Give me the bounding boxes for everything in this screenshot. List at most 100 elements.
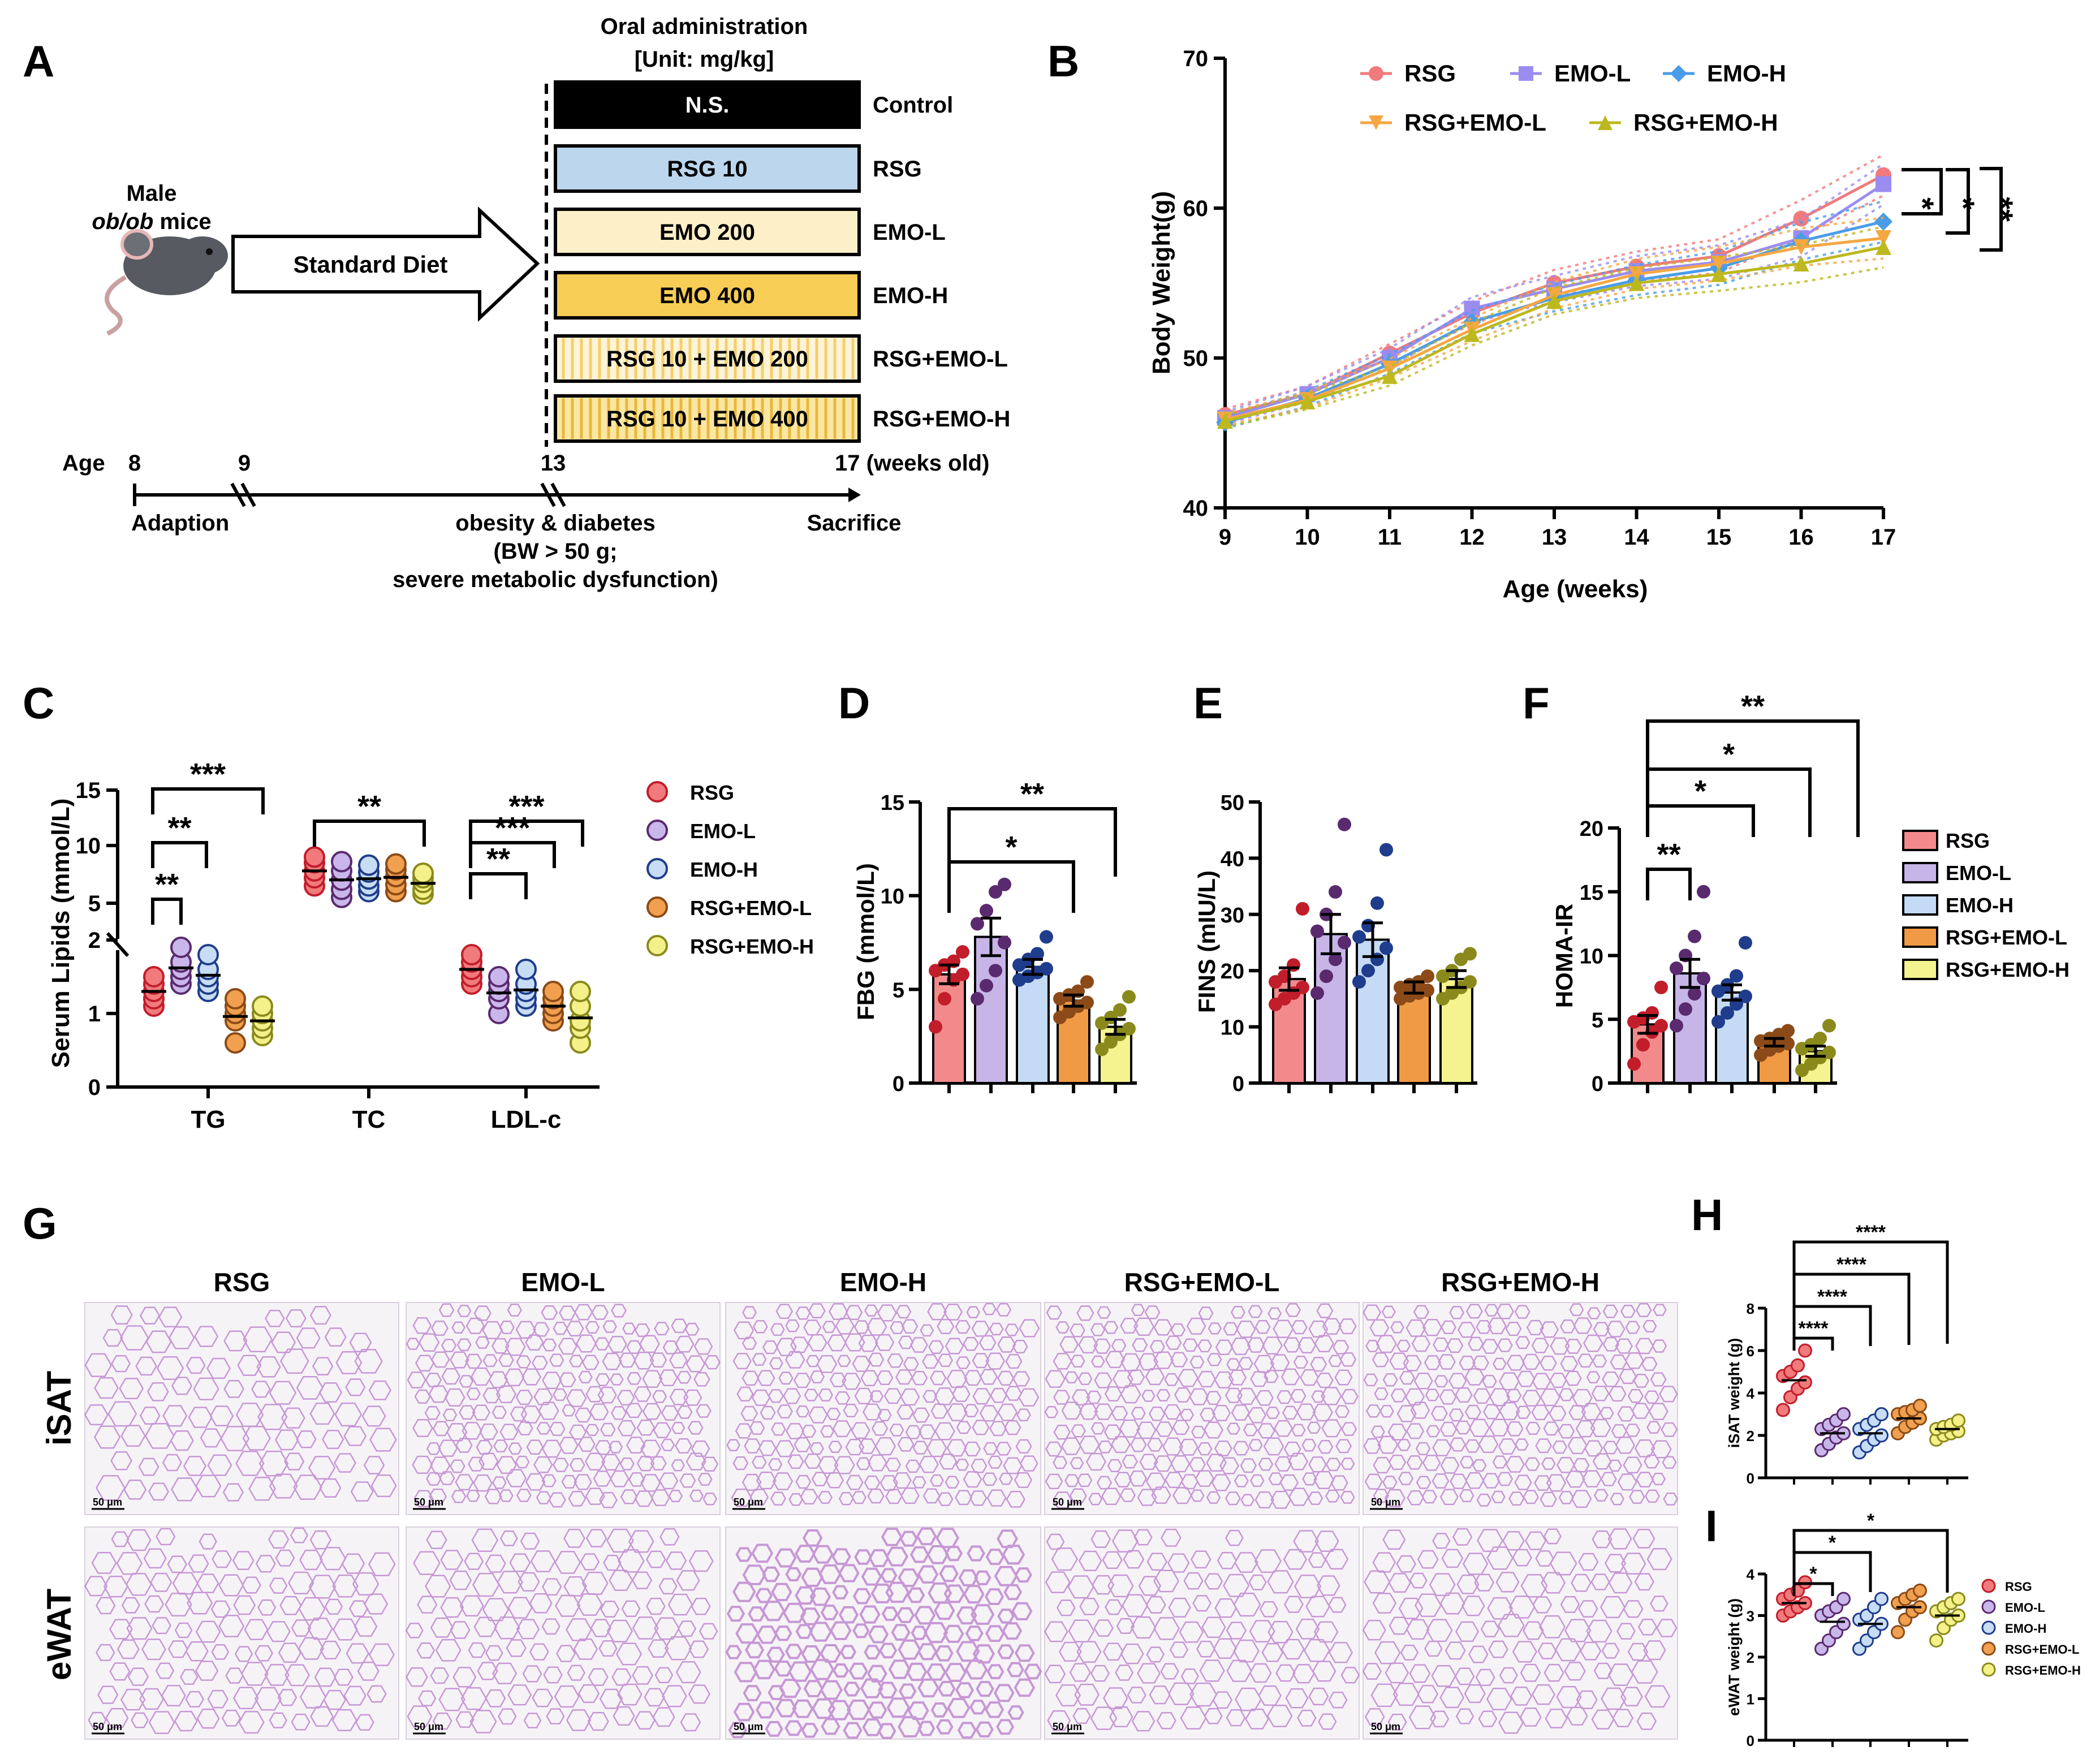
treatment-box: EMO 200	[554, 208, 861, 256]
treatment-box: EMO 400	[554, 271, 861, 320]
phase-label: Adaption	[131, 511, 229, 536]
significance-stars: ****	[1836, 1254, 1867, 1275]
panel-b-line-chart: 40 50 60 70 9 10 11 12 13 14 15 16 17 Body Weight(g) A…	[1148, 46, 2020, 603]
bracket-line	[1646, 767, 1812, 837]
legend-marker	[1670, 65, 1687, 82]
treatment-group-label: RSG+EMO-H	[873, 407, 1010, 432]
scale-bar-label: 50 μm	[1371, 1721, 1400, 1732]
panel-d-fbg: 0 5 10 15 *** FBG (mmol/L)	[852, 777, 1137, 1096]
treatment-dose: RSG 10 + EMO 200	[606, 347, 808, 372]
panel-letter-i: I	[1705, 1501, 1718, 1551]
data-point	[1721, 1006, 1734, 1020]
y-axis-label: iSAT weight (g)	[1726, 1338, 1743, 1448]
data-point	[1670, 1019, 1683, 1033]
data-point	[1352, 930, 1366, 944]
significance-stars: *	[1005, 830, 1017, 864]
data-point	[1791, 1358, 1805, 1373]
scale-bar-label: 50 μm	[414, 1721, 443, 1732]
legend-swatch	[1902, 862, 1938, 883]
data-point	[170, 937, 192, 958]
significance-brackets: * * **	[1902, 167, 2020, 252]
data-point	[143, 966, 165, 987]
bracket-line	[469, 872, 528, 899]
bar	[1016, 965, 1050, 1085]
panel-f-homa-ir: 05101520******HOMA-IRRSGEMO-LEMO-HRSG+EM…	[1551, 689, 2070, 1096]
data-point	[1338, 935, 1351, 950]
y-axis-label: Body Weight(g)	[1148, 191, 1175, 374]
point-group	[459, 944, 484, 995]
y-tick-label: 0	[1747, 1470, 1754, 1487]
mouse-ear	[120, 229, 153, 260]
data-point	[1876, 176, 1891, 192]
y-axis-label: eWAT weight (g)	[1726, 1598, 1743, 1716]
standard-diet-arrow	[231, 206, 540, 322]
age-tick: 8	[128, 451, 141, 476]
data-point	[304, 846, 325, 868]
data-point	[971, 991, 984, 1006]
mouse-tail	[105, 275, 127, 336]
data-point	[1836, 1592, 1851, 1606]
y-tick-label: 40	[1183, 496, 1209, 521]
data-point	[1874, 1428, 1889, 1443]
bracket-line	[1646, 868, 1692, 900]
significance-bracket: ***	[469, 811, 556, 868]
x-tick-label: LDL-c	[491, 1106, 562, 1133]
bar-group	[1012, 930, 1053, 1093]
sem-band-line	[1225, 162, 1885, 413]
bracket-line	[151, 787, 265, 814]
data-point	[1876, 239, 1891, 255]
y-tick-label: 1	[88, 1002, 101, 1027]
significance-stars: ****	[1799, 1318, 1829, 1339]
significance-bracket: **	[151, 811, 208, 868]
legend-marker	[1981, 1578, 1996, 1593]
x-tick-label: 16	[1788, 525, 1814, 550]
data-point	[1876, 230, 1891, 246]
data-point	[1711, 1015, 1725, 1029]
y-tick-label: 5	[893, 978, 904, 1002]
data-point	[488, 966, 510, 987]
data-point	[358, 854, 380, 876]
treatment-box: N.S.	[554, 80, 861, 129]
data-point	[1798, 1375, 1812, 1390]
data-point	[1627, 1057, 1641, 1071]
y-tick-label: 70	[1183, 46, 1209, 71]
bar-group	[1670, 885, 1710, 1093]
legend-label: EMO-H	[690, 858, 758, 881]
phase-label: Sacrifice	[807, 511, 902, 536]
legend-label: RSG+EMO-L	[1946, 926, 2067, 949]
significance-bracket: ***	[151, 757, 265, 814]
y-tick-label: 15	[1580, 881, 1603, 905]
data-point	[1730, 969, 1743, 983]
data-point	[1836, 1616, 1851, 1631]
adipocyte-membranes	[406, 1303, 721, 1508]
significance-stars: **	[1657, 838, 1680, 872]
data-point	[1654, 1019, 1668, 1033]
data-point	[1951, 1592, 1965, 1606]
significance-stars: ****	[1817, 1286, 1848, 1308]
treatment-group-label: RSG	[873, 157, 922, 182]
legend-swatch	[1902, 830, 1938, 851]
phase-label: obesity & diabetes	[455, 511, 655, 536]
treatment-dose: EMO 400	[659, 283, 755, 308]
significance-stars: ****	[1856, 1222, 1886, 1243]
data-point	[1310, 986, 1324, 1000]
adipocyte-membranes	[1362, 1528, 1678, 1734]
scale-bar-label: 50 μm	[1053, 1721, 1082, 1732]
data-point	[1370, 896, 1384, 910]
data-point	[1913, 1399, 1927, 1413]
legend-swatch	[1902, 894, 1938, 916]
significance-bracket: *	[947, 830, 1075, 913]
point-group	[1814, 1592, 1851, 1747]
point-group	[1891, 1399, 1927, 1485]
legend-marker	[1519, 66, 1533, 81]
data-point	[1781, 1024, 1795, 1038]
data-point	[1329, 952, 1342, 967]
adipocyte-membranes	[405, 1528, 718, 1733]
histology-column-label: EMO-L	[521, 1267, 605, 1297]
legend-label: EMO-H	[1946, 894, 2014, 917]
data-point	[1697, 885, 1710, 899]
y-tick-label: 0	[88, 1075, 101, 1100]
data-point	[1776, 1403, 1790, 1417]
age-tick: 9	[238, 451, 251, 476]
data-point	[1382, 368, 1398, 384]
